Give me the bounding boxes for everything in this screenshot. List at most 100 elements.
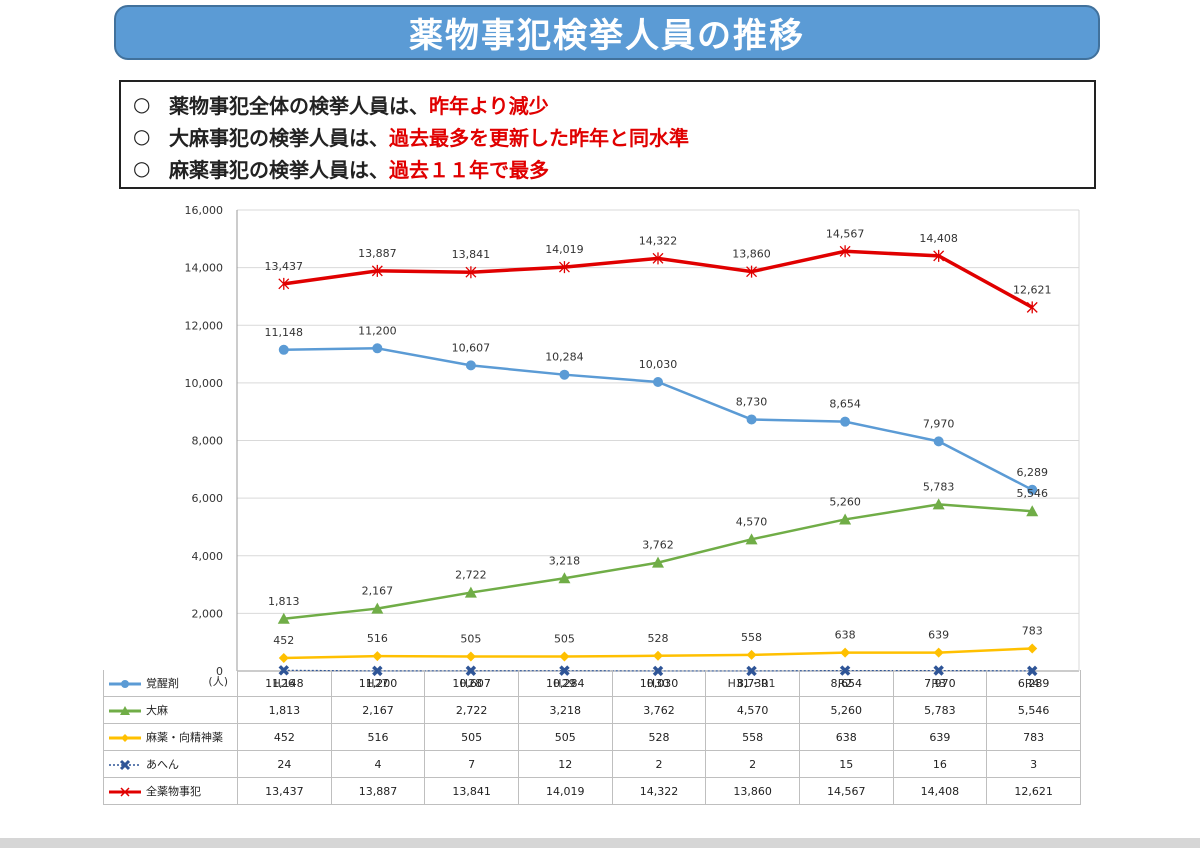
data-point bbox=[464, 586, 477, 598]
series-legend-cell: 覚醒剤 bbox=[103, 670, 238, 697]
table-cell: 5,783 bbox=[892, 696, 988, 724]
data-point bbox=[652, 556, 664, 568]
table-cell: 8,730 bbox=[705, 670, 800, 697]
table-cell: 639 bbox=[892, 723, 988, 751]
data-label: 5,260 bbox=[829, 495, 861, 508]
data-label: 14,019 bbox=[545, 243, 584, 256]
table-cell: 3 bbox=[986, 750, 1081, 778]
y-tick-label: 8,000 bbox=[192, 435, 224, 448]
table-cell: 10,607 bbox=[424, 670, 519, 697]
data-label: 14,408 bbox=[919, 232, 958, 245]
data-label: 11,148 bbox=[265, 326, 304, 339]
table-cell: 14,567 bbox=[798, 777, 894, 805]
data-label: 783 bbox=[1022, 624, 1043, 637]
circle-bullet-icon: ○ bbox=[133, 156, 151, 180]
data-point bbox=[746, 265, 758, 278]
data-label: 8,730 bbox=[736, 395, 768, 408]
data-point bbox=[559, 651, 570, 662]
data-point bbox=[278, 277, 290, 290]
data-label: 6,289 bbox=[1016, 466, 1048, 479]
page-title: 薬物事犯検挙人員の推移 bbox=[409, 16, 805, 56]
table-cell: 505 bbox=[517, 723, 613, 751]
table-cell: 10,284 bbox=[517, 670, 613, 697]
data-point bbox=[559, 369, 570, 380]
data-point bbox=[839, 245, 851, 258]
data-point bbox=[840, 647, 851, 658]
summary-highlight: 過去最多を更新した昨年と同水準 bbox=[389, 125, 689, 150]
data-label: 516 bbox=[367, 632, 388, 645]
data-label: 13,841 bbox=[452, 248, 491, 261]
table-row: あへん 24 4 7 12 2 2 15 16 3 bbox=[103, 750, 1081, 778]
table-cell: 2,722 bbox=[424, 696, 519, 724]
table-cell: 452 bbox=[237, 723, 332, 751]
table-cell: 14,322 bbox=[611, 777, 707, 805]
data-label: 638 bbox=[835, 629, 856, 642]
table-cell: 13,887 bbox=[330, 777, 426, 805]
data-point bbox=[653, 377, 663, 388]
data-point bbox=[372, 651, 383, 662]
data-label: 505 bbox=[460, 632, 481, 645]
data-point bbox=[840, 416, 851, 427]
table-cell: 24 bbox=[237, 750, 332, 778]
data-point bbox=[932, 498, 945, 510]
table-cell: 528 bbox=[611, 723, 707, 751]
table-row: 麻薬・向精神薬 452 516 505 505 528 558 638 639 783 bbox=[103, 723, 1081, 751]
data-label: 1,813 bbox=[268, 595, 300, 608]
table-cell: 15 bbox=[798, 750, 894, 778]
legend-swatch-icon bbox=[109, 706, 141, 715]
y-tick-label: 4,000 bbox=[192, 550, 224, 563]
data-label: 3,218 bbox=[549, 554, 581, 567]
table-cell: 8,654 bbox=[798, 670, 894, 697]
series-legend-cell: 大麻 bbox=[103, 696, 238, 724]
data-point bbox=[371, 264, 383, 277]
summary-text: 麻薬事犯の検挙人員は、 bbox=[169, 157, 389, 182]
legend-swatch-icon bbox=[109, 759, 141, 771]
table-cell: 516 bbox=[330, 723, 426, 751]
data-point bbox=[745, 533, 758, 545]
data-label: 13,887 bbox=[358, 247, 397, 260]
data-point bbox=[465, 266, 477, 279]
table-cell: 4 bbox=[330, 750, 426, 778]
table-cell: 7 bbox=[424, 750, 519, 778]
table-cell: 505 bbox=[424, 723, 519, 751]
data-label: 10,607 bbox=[452, 341, 491, 354]
data-label: 13,437 bbox=[265, 260, 304, 273]
data-label: 505 bbox=[554, 632, 575, 645]
data-point bbox=[465, 651, 476, 662]
legend-swatch-icon bbox=[109, 680, 141, 688]
data-label: 7,970 bbox=[923, 417, 955, 430]
table-cell: 13,841 bbox=[424, 777, 519, 805]
table-cell: 1,813 bbox=[237, 696, 332, 724]
data-point bbox=[278, 652, 289, 663]
table-cell: 16 bbox=[892, 750, 988, 778]
y-tick-label: 12,000 bbox=[185, 319, 224, 332]
data-label: 3,762 bbox=[642, 539, 674, 552]
data-label: 12,621 bbox=[1013, 283, 1052, 296]
data-point bbox=[372, 343, 383, 354]
title-banner: 薬物事犯検挙人員の推移 bbox=[114, 5, 1100, 60]
table-row: 大麻 1,813 2,167 2,722 3,218 3,762 4,570 5,260 5,7… bbox=[103, 696, 1081, 724]
table-cell: 14,019 bbox=[517, 777, 613, 805]
data-point bbox=[278, 344, 289, 355]
table-cell: 13,437 bbox=[237, 777, 332, 805]
data-point bbox=[933, 647, 944, 658]
table-cell: 13,860 bbox=[705, 777, 800, 805]
series-legend-cell: 麻薬・向精神薬 bbox=[103, 723, 238, 751]
table-cell: 4,570 bbox=[705, 696, 800, 724]
data-label: 14,567 bbox=[826, 227, 865, 240]
data-point bbox=[558, 261, 570, 274]
bottom-rule bbox=[0, 838, 1200, 848]
table-cell: 558 bbox=[705, 723, 800, 751]
y-tick-label: 6,000 bbox=[192, 492, 224, 505]
data-label: 5,546 bbox=[1016, 487, 1048, 500]
summary-highlight: 過去１１年で最多 bbox=[389, 157, 549, 182]
table-cell: 5,260 bbox=[798, 696, 894, 724]
table-cell: 7,970 bbox=[892, 670, 988, 697]
data-label: 10,030 bbox=[639, 358, 678, 371]
table-cell: 10,030 bbox=[611, 670, 707, 697]
data-label: 5,783 bbox=[923, 480, 955, 493]
data-point bbox=[371, 602, 384, 614]
table-cell: 638 bbox=[798, 723, 894, 751]
data-point bbox=[746, 414, 757, 425]
table-cell: 2 bbox=[705, 750, 800, 778]
